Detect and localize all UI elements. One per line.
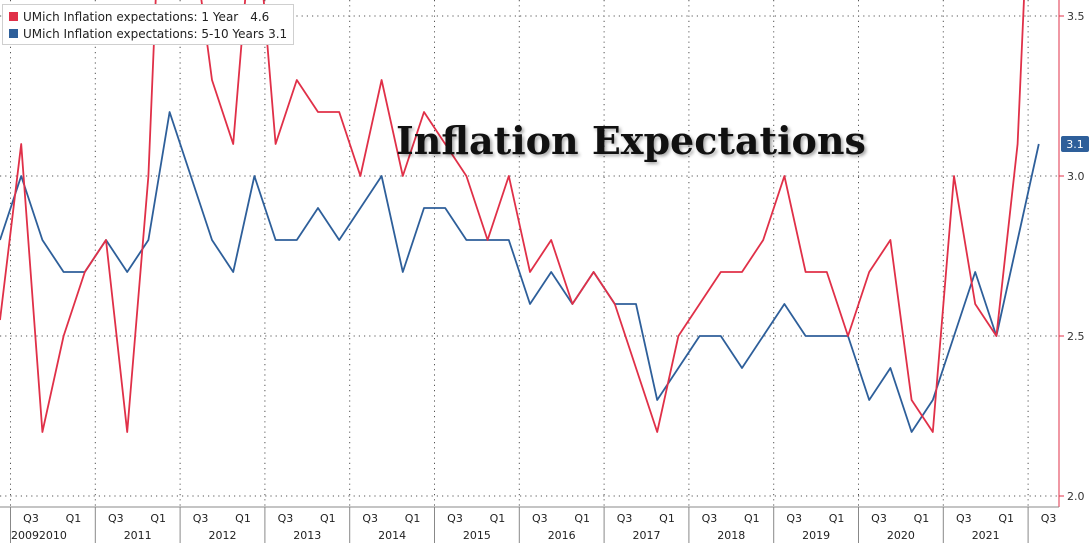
x-tick-label-quarter: Q3 [786,512,802,525]
x-tick-label-quarter: Q1 [405,512,421,525]
x-tick-label-quarter: Q3 [956,512,972,525]
x-tick-label-quarter: Q1 [320,512,336,525]
x-tick-label-quarter: Q1 [829,512,845,525]
x-tick-label-quarter: Q3 [532,512,548,525]
x-tick-label-year: 2012 [209,529,237,542]
x-tick-label-year: 2016 [548,529,576,542]
x-tick-label-quarter: Q1 [235,512,251,525]
x-tick-label-quarter: Q1 [150,512,166,525]
x-tick-label-quarter: Q3 [278,512,294,525]
legend-value-1-year: 4.6 [250,9,270,24]
legend-item-1-year: UMich Inflation expectations: 1 Year 4.6 [9,8,287,25]
legend-label-5-10-years: UMich Inflation expectations: 5-10 Years [23,26,265,41]
y-tick-label: 2.0 [1067,490,1085,503]
chart-title: Inflation Expectations [396,118,866,163]
end-badge-label-5-10-years: 3.1 [1066,138,1084,151]
x-tick-label-quarter: Q3 [1041,512,1057,525]
y-tick-label: 3.0 [1067,170,1085,183]
x-tick-label-quarter: Q3 [447,512,463,525]
x-tick-label-quarter: Q3 [871,512,887,525]
x-tick-label-year: 2020 [887,529,915,542]
x-tick-label-quarter: Q1 [744,512,760,525]
x-tick-label-quarter: Q3 [23,512,39,525]
x-tick-label-year: 2011 [124,529,152,542]
y-tick-label: 2.5 [1067,330,1085,343]
y-tick-label: 3.5 [1067,10,1085,23]
x-tick-label-year: 2019 [802,529,830,542]
x-tick-label-year: 2010 [39,529,67,542]
legend-label-1-year: UMich Inflation expectations: 1 Year [23,9,239,24]
x-tick-label-year: 2009 [11,529,39,542]
legend-swatch-1-year [9,12,18,21]
x-tick-label-quarter: Q1 [659,512,675,525]
x-tick-label-quarter: Q3 [108,512,124,525]
x-tick-label-year: 2018 [717,529,745,542]
x-tick-label-quarter: Q1 [574,512,590,525]
x-tick-label-year: 2013 [293,529,321,542]
x-tick-label-year: 2015 [463,529,491,542]
legend: UMich Inflation expectations: 1 Year 4.6… [2,4,295,45]
plot-frame [0,0,1060,508]
x-tick-label-year: 2017 [633,529,661,542]
end-badge-5-10-years [1061,136,1089,152]
x-tick-label-quarter: Q1 [998,512,1014,525]
series-layer [0,0,1040,433]
x-tick-label-quarter: Q3 [193,512,209,525]
x-tick-label-quarter: Q1 [914,512,930,525]
series-line-5-10-years [0,111,1040,433]
x-tick-label-year: 2014 [378,529,406,542]
y-axis: 2.02.53.03.54.04.55.0 [1059,10,1085,503]
x-tick-label-quarter: Q3 [702,512,718,525]
end-labels: 4.63.1 [1061,136,1089,152]
x-tick-label-year: 2021 [972,529,1000,542]
grid [0,0,1059,507]
x-tick-label-quarter: Q3 [362,512,378,525]
x-tick-label-quarter: Q1 [66,512,82,525]
legend-item-5-10-years: UMich Inflation expectations: 5-10 Years… [9,25,287,42]
legend-swatch-5-10-years [9,29,18,38]
series-line-1-year [0,0,1025,433]
x-axis: Q3 Q1 Q3 Q1 Q3 Q1 Q3 Q1 Q3 Q1 Q3 Q1 Q3 Q1 Q3 Q1 Q3 Q1 Q3 Q1… [10,507,1057,543]
legend-value-5-10-years: 3.1 [268,26,288,41]
x-tick-label-quarter: Q1 [490,512,506,525]
x-tick-label-quarter: Q3 [617,512,633,525]
